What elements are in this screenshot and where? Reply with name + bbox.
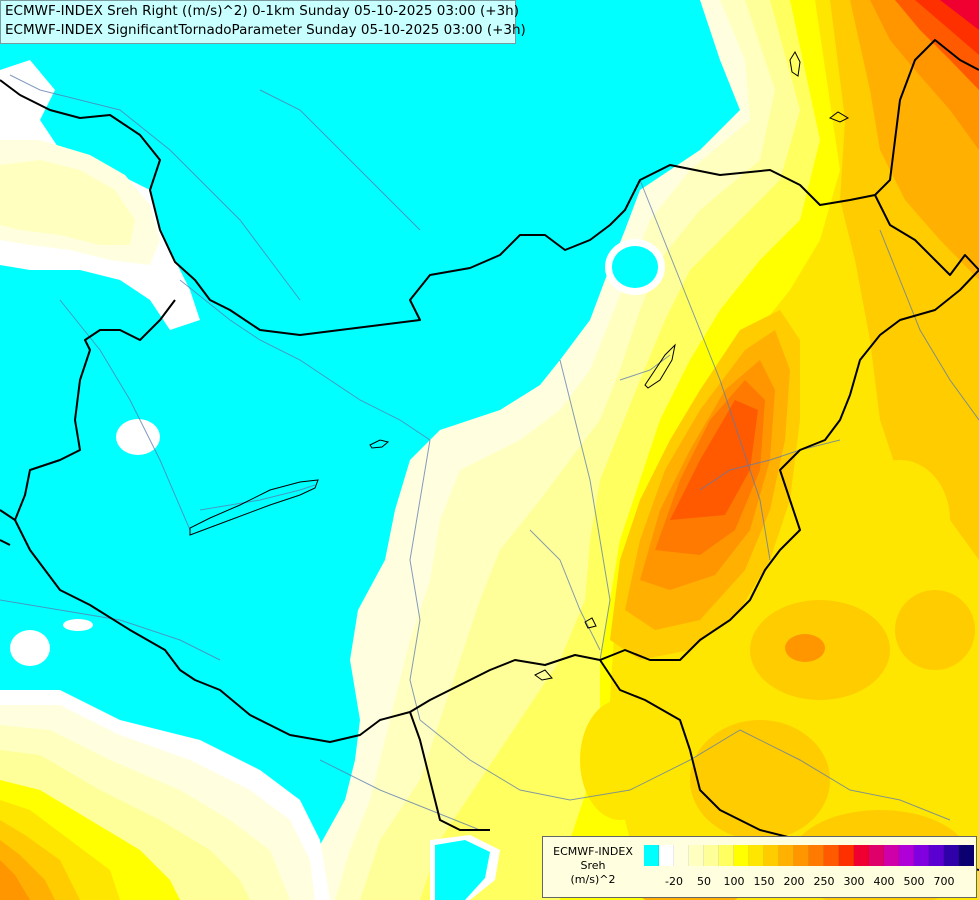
map-title-box: ECMWF-INDEX Sreh Right ((m/s)^2) 0-1km S… (0, 0, 526, 44)
legend-swatch (794, 845, 809, 866)
legend-swatch (749, 845, 764, 866)
legend-swatch (809, 845, 824, 866)
legend-swatch (719, 845, 734, 866)
legend-tick-label: 250 (813, 875, 835, 888)
southwest-positive-area (0, 690, 330, 900)
small-outlines (534, 50, 850, 681)
legend-swatch (884, 845, 899, 866)
legend-tick-label: 300 (843, 875, 865, 888)
legend-swatch (869, 845, 884, 866)
legend-swatch (764, 845, 779, 866)
legend-swatch (839, 845, 854, 866)
legend-tick-label: 500 (903, 875, 925, 888)
small-lake-outline (369, 439, 390, 449)
legend-title: ECMWF-INDEX Sreh (m/s)^2 (543, 845, 643, 887)
legend-title-unit: (m/s)^2 (570, 873, 616, 886)
title-line-stp: ECMWF-INDEX SignificantTornadoParameter … (5, 22, 526, 38)
color-legend: ECMWF-INDEX Sreh (m/s)^2 -20 50 100 150 200 2… (542, 836, 977, 898)
legend-swatches (644, 845, 974, 866)
northwest-pale-area (0, 60, 200, 666)
legend-swatch (779, 845, 794, 866)
legend-swatch (704, 845, 719, 866)
legend-swatch (899, 845, 914, 866)
legend-title-model: ECMWF-INDEX (553, 845, 633, 858)
legend-tick-label: 150 (753, 875, 775, 888)
legend-swatch (944, 845, 959, 866)
legend-swatch (734, 845, 749, 866)
legend-tick-label: 100 (723, 875, 745, 888)
legend-swatch (914, 845, 929, 866)
legend-swatch (674, 845, 689, 866)
negative-patches (430, 239, 665, 900)
legend-swatch (854, 845, 869, 866)
legend-tick-label: 400 (873, 875, 895, 888)
legend-swatch (689, 845, 704, 866)
title-line-sreh: ECMWF-INDEX Sreh Right ((m/s)^2) 0-1km S… (5, 3, 519, 19)
sreh-positive-field (310, 0, 979, 900)
legend-swatch (659, 845, 674, 866)
legend-tick-label: 200 (783, 875, 805, 888)
legend-swatch (959, 845, 974, 866)
rivers (0, 74, 979, 831)
legend-tick-label: 700 (933, 875, 955, 888)
legend-swatch (644, 845, 659, 866)
lake-outline (189, 479, 319, 536)
legend-ticks: -20 50 100 150 200 250 300 400 500 700 (644, 875, 969, 889)
legend-swatch (929, 845, 944, 866)
legend-tick-label: -20 (665, 875, 683, 888)
legend-title-variable: Sreh (580, 859, 606, 872)
legend-tick-label: 50 (697, 875, 711, 888)
legend-swatch (824, 845, 839, 866)
